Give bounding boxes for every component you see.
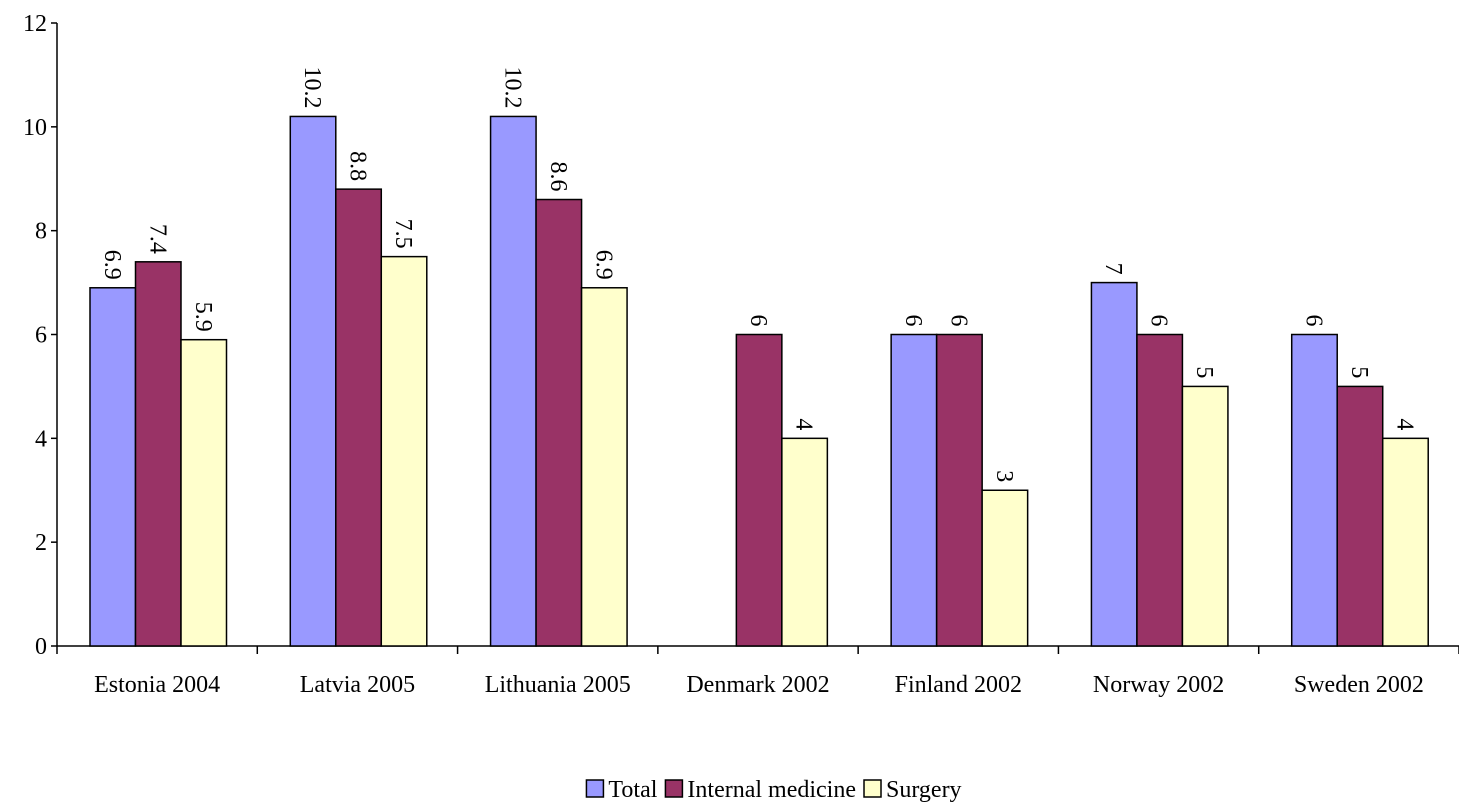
bar — [890, 333, 938, 647]
y-tick-label: 2 — [35, 530, 47, 556]
data-label: 10.2 — [299, 66, 325, 108]
bar — [1136, 333, 1184, 647]
data-label: 3 — [991, 470, 1017, 482]
bar — [535, 198, 583, 647]
data-label: 4 — [791, 418, 817, 430]
x-tick-label: Finland 2002 — [895, 672, 1022, 698]
bar — [180, 338, 228, 647]
bar — [1336, 385, 1384, 647]
bar — [489, 115, 537, 647]
legend-label: Internal medicine — [687, 777, 856, 803]
x-tick-label: Lithuania 2005 — [485, 672, 631, 698]
y-tick-label: 10 — [23, 115, 47, 141]
legend-label: Total — [608, 777, 657, 803]
x-tick-label: Latvia 2005 — [300, 672, 415, 698]
bar — [89, 287, 137, 647]
y-tick-label: 0 — [35, 634, 47, 660]
bar — [335, 188, 383, 647]
data-label: 8.6 — [545, 162, 571, 192]
data-label: 7.4 — [144, 224, 170, 254]
data-label: 6.9 — [99, 250, 125, 280]
bar — [981, 489, 1029, 647]
legend-item: Surgery — [863, 777, 962, 803]
legend-label: Surgery — [886, 777, 962, 803]
data-label: 4 — [1391, 418, 1417, 430]
bar — [580, 287, 628, 647]
bar — [380, 255, 428, 647]
bar — [289, 115, 337, 647]
bar — [1381, 437, 1429, 647]
data-label: 6 — [945, 315, 971, 327]
data-label: 6 — [1300, 315, 1326, 327]
data-label: 5 — [1191, 366, 1217, 378]
data-label: 8.8 — [345, 151, 371, 181]
data-label: 6 — [1146, 315, 1172, 327]
data-label: 7.5 — [390, 219, 416, 249]
x-tick-label: Sweden 2002 — [1294, 672, 1424, 698]
legend-item: Internal medicine — [664, 777, 856, 803]
bar — [1181, 385, 1229, 647]
bar — [935, 333, 983, 647]
y-tick-label: 4 — [35, 426, 47, 452]
x-tick-label: Norway 2002 — [1093, 672, 1224, 698]
data-label: 6 — [900, 315, 926, 327]
bar — [781, 437, 829, 647]
x-tick-label: Denmark 2002 — [686, 672, 829, 698]
bar — [134, 261, 182, 647]
data-label: 7 — [1100, 263, 1126, 275]
bar — [1090, 281, 1138, 647]
data-label: 6.9 — [590, 250, 616, 280]
y-tick-label: 6 — [35, 323, 47, 349]
y-tick-label: 12 — [23, 11, 47, 37]
legend-swatch — [664, 779, 684, 798]
bar — [1290, 333, 1338, 647]
data-label: 6 — [745, 315, 771, 327]
data-label: 5.9 — [190, 302, 216, 332]
legend-item: Total — [585, 777, 658, 803]
y-tick-label: 8 — [35, 219, 47, 245]
legend-swatch — [585, 779, 605, 798]
legend: Total Internal medicine Surgery — [585, 777, 962, 803]
data-label: 5 — [1346, 366, 1372, 378]
x-tick-label: Estonia 2004 — [94, 672, 220, 698]
legend-swatch — [863, 779, 882, 798]
bar — [735, 333, 783, 647]
data-label: 10.2 — [499, 66, 525, 108]
